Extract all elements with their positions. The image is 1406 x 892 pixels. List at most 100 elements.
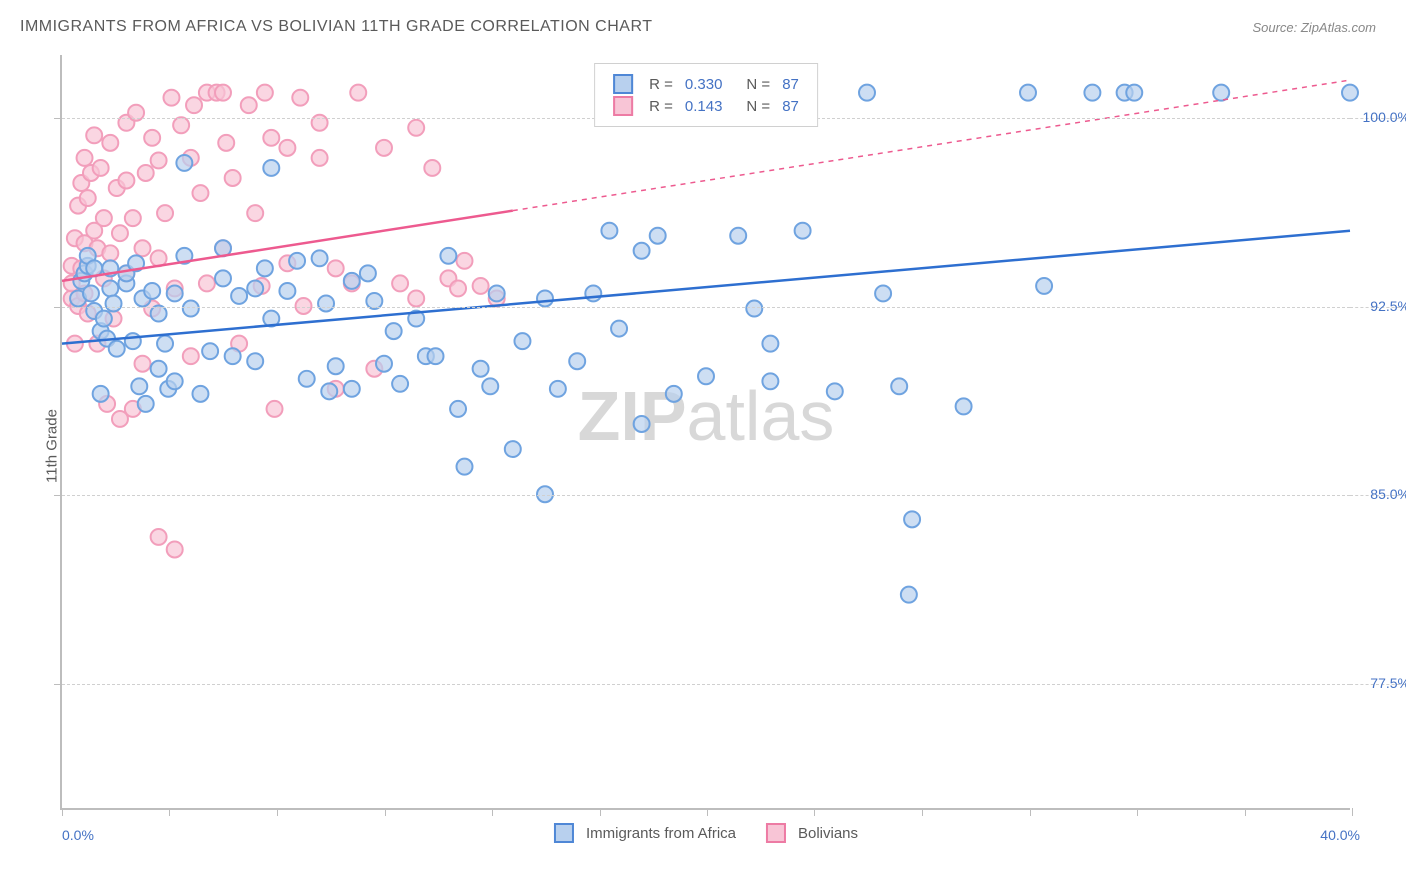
scatter-point	[96, 311, 112, 327]
scatter-point	[279, 283, 295, 299]
gridline-h	[62, 495, 1350, 496]
scatter-point	[514, 333, 530, 349]
scatter-point	[859, 85, 875, 101]
scatter-point	[247, 280, 263, 296]
scatter-point	[392, 275, 408, 291]
scatter-point	[344, 381, 360, 397]
scatter-point	[135, 240, 151, 256]
scatter-point	[891, 378, 907, 394]
legend-item: Bolivians	[766, 823, 858, 843]
scatter-point	[102, 245, 118, 261]
scatter-point	[289, 253, 305, 269]
scatter-point	[746, 301, 762, 317]
scatter-point	[698, 368, 714, 384]
scatter-point	[321, 383, 337, 399]
scatter-point	[109, 341, 125, 357]
scatter-point	[318, 296, 334, 312]
scatter-plot-svg	[62, 55, 1350, 808]
scatter-point	[167, 285, 183, 301]
scatter-point	[457, 253, 473, 269]
legend-r-value: 0.143	[685, 98, 723, 115]
x-tick-label: 40.0%	[1320, 827, 1360, 843]
x-tick	[169, 808, 170, 816]
scatter-point	[96, 210, 112, 226]
scatter-point	[634, 416, 650, 432]
gridline-h	[62, 307, 1350, 308]
scatter-point	[537, 290, 553, 306]
scatter-point	[299, 371, 315, 387]
scatter-point	[77, 150, 93, 166]
scatter-point	[585, 285, 601, 301]
scatter-point	[157, 336, 173, 352]
scatter-point	[1342, 85, 1358, 101]
legend-item-label: Bolivians	[798, 825, 858, 842]
legend-swatch	[613, 96, 633, 116]
scatter-point	[611, 321, 627, 337]
scatter-point	[827, 383, 843, 399]
x-tick	[600, 808, 601, 816]
scatter-point	[131, 378, 147, 394]
scatter-point	[93, 386, 109, 402]
scatter-point	[428, 348, 444, 364]
scatter-point	[86, 127, 102, 143]
legend-r-value: 0.330	[685, 76, 723, 93]
scatter-point	[144, 130, 160, 146]
scatter-point	[762, 336, 778, 352]
scatter-point	[151, 361, 167, 377]
legend-r-label: R =	[649, 76, 673, 93]
y-tick-label: 85.0%	[1370, 486, 1406, 502]
scatter-point	[730, 228, 746, 244]
scatter-point	[408, 290, 424, 306]
scatter-point	[457, 459, 473, 475]
legend-swatch	[613, 74, 633, 94]
x-tick	[922, 808, 923, 816]
scatter-point	[257, 260, 273, 276]
scatter-point	[125, 333, 141, 349]
x-tick	[707, 808, 708, 816]
scatter-point	[263, 130, 279, 146]
scatter-point	[634, 243, 650, 259]
legend-item: Immigrants from Africa	[554, 823, 736, 843]
scatter-point	[473, 361, 489, 377]
scatter-point	[875, 285, 891, 301]
scatter-point	[1036, 278, 1052, 294]
scatter-point	[215, 270, 231, 286]
scatter-point	[328, 260, 344, 276]
scatter-point	[450, 280, 466, 296]
scatter-point	[350, 85, 366, 101]
scatter-point	[408, 120, 424, 136]
scatter-point	[1126, 85, 1142, 101]
scatter-point	[328, 358, 344, 374]
scatter-point	[1084, 85, 1100, 101]
scatter-point	[386, 323, 402, 339]
y-axis-label: 11th Grade	[43, 409, 60, 483]
scatter-point	[241, 97, 257, 113]
scatter-point	[312, 150, 328, 166]
y-tick-label: 92.5%	[1370, 298, 1406, 314]
scatter-point	[125, 210, 141, 226]
scatter-point	[231, 288, 247, 304]
scatter-point	[263, 160, 279, 176]
scatter-point	[192, 386, 208, 402]
scatter-point	[118, 173, 134, 189]
y-tick	[54, 307, 62, 308]
chart-title: IMMIGRANTS FROM AFRICA VS BOLIVIAN 11TH …	[20, 18, 652, 36]
scatter-point	[83, 285, 99, 301]
legend-r-label: R =	[649, 98, 673, 115]
scatter-point	[1020, 85, 1036, 101]
scatter-point	[225, 170, 241, 186]
scatter-point	[762, 373, 778, 389]
scatter-point	[550, 381, 566, 397]
x-tick	[814, 808, 815, 816]
source-label: Source: ZipAtlas.com	[1252, 20, 1376, 35]
scatter-point	[167, 373, 183, 389]
x-tick	[492, 808, 493, 816]
scatter-point	[279, 140, 295, 156]
x-tick	[1030, 808, 1031, 816]
x-tick	[385, 808, 386, 816]
legend-n-value: 87	[782, 98, 799, 115]
scatter-point	[183, 348, 199, 364]
scatter-point	[176, 155, 192, 171]
scatter-point	[650, 228, 666, 244]
scatter-point	[666, 386, 682, 402]
